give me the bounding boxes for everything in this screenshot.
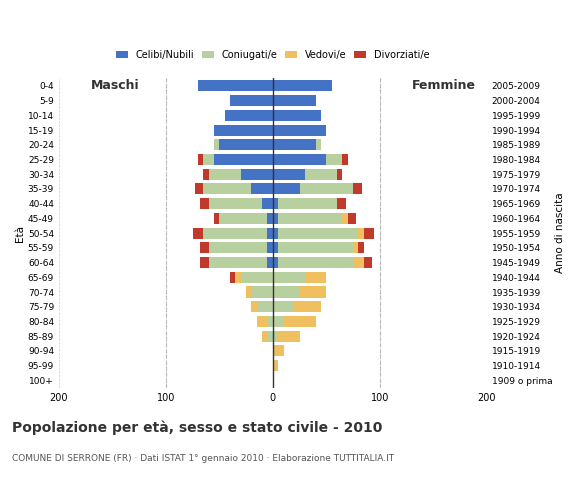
Bar: [273, 213, 278, 224]
Bar: [235, 272, 241, 283]
Bar: [273, 360, 278, 371]
Bar: [203, 154, 214, 165]
Bar: [273, 168, 305, 180]
Bar: [305, 168, 337, 180]
Bar: [209, 257, 267, 268]
Bar: [273, 228, 278, 239]
Bar: [267, 242, 273, 253]
Bar: [200, 242, 209, 253]
Bar: [214, 139, 219, 150]
Bar: [267, 316, 273, 327]
Bar: [214, 154, 273, 165]
Bar: [273, 80, 332, 91]
Bar: [251, 183, 273, 194]
Bar: [305, 272, 327, 283]
Bar: [278, 213, 342, 224]
Bar: [358, 242, 364, 253]
Bar: [257, 301, 273, 312]
Bar: [347, 213, 356, 224]
Bar: [337, 198, 346, 209]
Bar: [278, 242, 353, 253]
Bar: [273, 331, 278, 342]
Bar: [273, 154, 327, 165]
Bar: [209, 242, 267, 253]
Bar: [198, 154, 203, 165]
Bar: [278, 228, 358, 239]
Bar: [214, 124, 273, 135]
Bar: [278, 198, 337, 209]
Bar: [327, 154, 342, 165]
Bar: [273, 242, 278, 253]
Bar: [195, 183, 203, 194]
Bar: [364, 228, 375, 239]
Bar: [358, 228, 364, 239]
Bar: [353, 183, 361, 194]
Bar: [203, 168, 209, 180]
Bar: [342, 213, 347, 224]
Bar: [273, 272, 305, 283]
Bar: [200, 257, 209, 268]
Bar: [219, 139, 273, 150]
Bar: [273, 183, 299, 194]
Bar: [273, 346, 284, 357]
Bar: [273, 287, 299, 298]
Bar: [278, 331, 299, 342]
Bar: [241, 272, 273, 283]
Bar: [294, 301, 321, 312]
Bar: [273, 198, 278, 209]
Bar: [273, 124, 327, 135]
Bar: [364, 257, 372, 268]
Bar: [262, 198, 273, 209]
Bar: [246, 287, 251, 298]
Bar: [342, 154, 347, 165]
Bar: [224, 110, 273, 121]
Y-axis label: Anno di nascita: Anno di nascita: [555, 193, 565, 274]
Legend: Celibi/Nubili, Coniugati/e, Vedovi/e, Divorziati/e: Celibi/Nubili, Coniugati/e, Vedovi/e, Di…: [113, 46, 433, 64]
Text: Popolazione per età, sesso e stato civile - 2010: Popolazione per età, sesso e stato civil…: [12, 420, 382, 435]
Bar: [273, 301, 294, 312]
Bar: [353, 257, 364, 268]
Bar: [273, 257, 278, 268]
Bar: [214, 213, 219, 224]
Bar: [203, 228, 267, 239]
Bar: [251, 301, 257, 312]
Bar: [267, 228, 273, 239]
Bar: [209, 168, 241, 180]
Bar: [267, 213, 273, 224]
Bar: [203, 183, 251, 194]
Bar: [230, 272, 235, 283]
Bar: [273, 95, 316, 106]
Bar: [257, 316, 267, 327]
Bar: [353, 242, 358, 253]
Bar: [273, 110, 321, 121]
Bar: [193, 228, 203, 239]
Bar: [267, 257, 273, 268]
Bar: [278, 257, 353, 268]
Bar: [219, 213, 267, 224]
Bar: [273, 316, 284, 327]
Text: Maschi: Maschi: [91, 79, 140, 92]
Text: COMUNE DI SERRONE (FR) · Dati ISTAT 1° gennaio 2010 · Elaborazione TUTTITALIA.IT: COMUNE DI SERRONE (FR) · Dati ISTAT 1° g…: [12, 454, 394, 463]
Bar: [230, 95, 273, 106]
Bar: [337, 168, 342, 180]
Bar: [262, 331, 267, 342]
Text: Femmine: Femmine: [412, 79, 476, 92]
Bar: [284, 316, 316, 327]
Bar: [251, 287, 273, 298]
Bar: [273, 139, 316, 150]
Y-axis label: Età: Età: [15, 225, 25, 241]
Bar: [299, 287, 327, 298]
Bar: [299, 183, 353, 194]
Bar: [209, 198, 262, 209]
Bar: [267, 331, 273, 342]
Bar: [200, 198, 209, 209]
Bar: [198, 80, 273, 91]
Bar: [316, 139, 321, 150]
Bar: [241, 168, 273, 180]
